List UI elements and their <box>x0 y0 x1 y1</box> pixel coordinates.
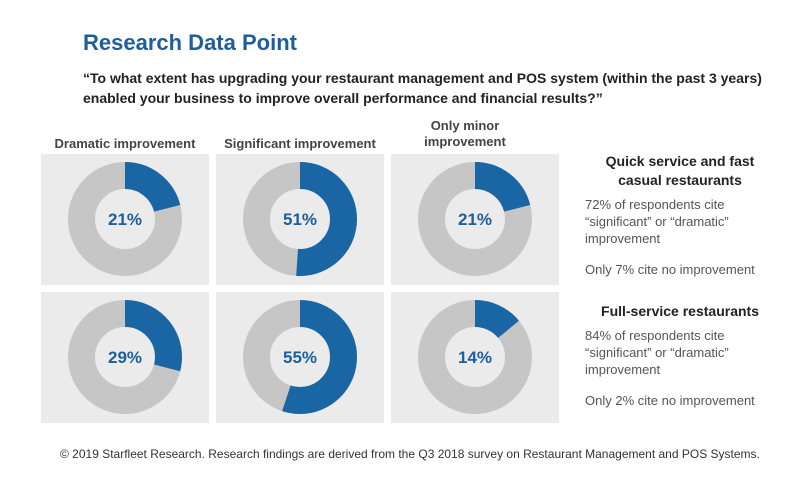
donut-slice <box>418 300 532 414</box>
group-title: Quick service and fast casual restaurant… <box>605 153 755 188</box>
group-stat-improvement: 72% of respondents cite “significant” or… <box>585 197 729 246</box>
donut-chart: 21% <box>418 162 532 276</box>
group-summary-quick-service: Quick service and fast casual restaurant… <box>585 152 775 278</box>
donut-chart: 14% <box>418 300 532 414</box>
donut-chart: 51% <box>243 162 357 276</box>
donut-chart: 21% <box>68 162 182 276</box>
donut-panel-r0-c2: 21% <box>391 154 559 285</box>
donut-value-label: 21% <box>458 210 492 229</box>
donut-slice <box>243 162 357 276</box>
donut-panel-r1-c1: 55% <box>216 292 384 423</box>
donut-chart: 55% <box>243 300 357 414</box>
group-stat-no-improvement: Only 7% cite no improvement <box>585 262 755 277</box>
donut-panel-r0-c0: 21% <box>41 154 209 285</box>
donut-slice <box>68 162 182 276</box>
donut-slice <box>243 300 357 414</box>
group-title: Full-service restaurants <box>601 303 759 319</box>
donut-panel-r0-c1: 51% <box>216 154 384 285</box>
donut-chart: 29% <box>68 300 182 414</box>
group-summary-full-service: Full-service restaurants 84% of responde… <box>585 302 775 409</box>
donut-panel-r1-c0: 29% <box>41 292 209 423</box>
donut-value-label: 21% <box>108 210 142 229</box>
column-label-dramatic: Dramatic improvement <box>54 136 196 151</box>
donut-slice <box>68 300 182 414</box>
group-stat-improvement: 84% of respondents cite “significant” or… <box>585 328 729 377</box>
column-label-significant: Significant improvement <box>224 136 376 151</box>
copyright-footer: © 2019 Starfleet Research. Research find… <box>60 447 760 461</box>
donut-slice <box>418 162 532 276</box>
donut-value-label: 51% <box>283 210 317 229</box>
column-label-minor: Only minor improvement <box>424 118 506 149</box>
group-stat-no-improvement: Only 2% cite no improvement <box>585 393 755 408</box>
donut-value-label: 29% <box>108 348 142 367</box>
survey-question: “To what extent has upgrading your resta… <box>83 70 762 106</box>
donut-panel-r1-c2: 14% <box>391 292 559 423</box>
donut-value-label: 14% <box>458 348 492 367</box>
page-title: Research Data Point <box>83 30 297 55</box>
donut-value-label: 55% <box>283 348 317 367</box>
